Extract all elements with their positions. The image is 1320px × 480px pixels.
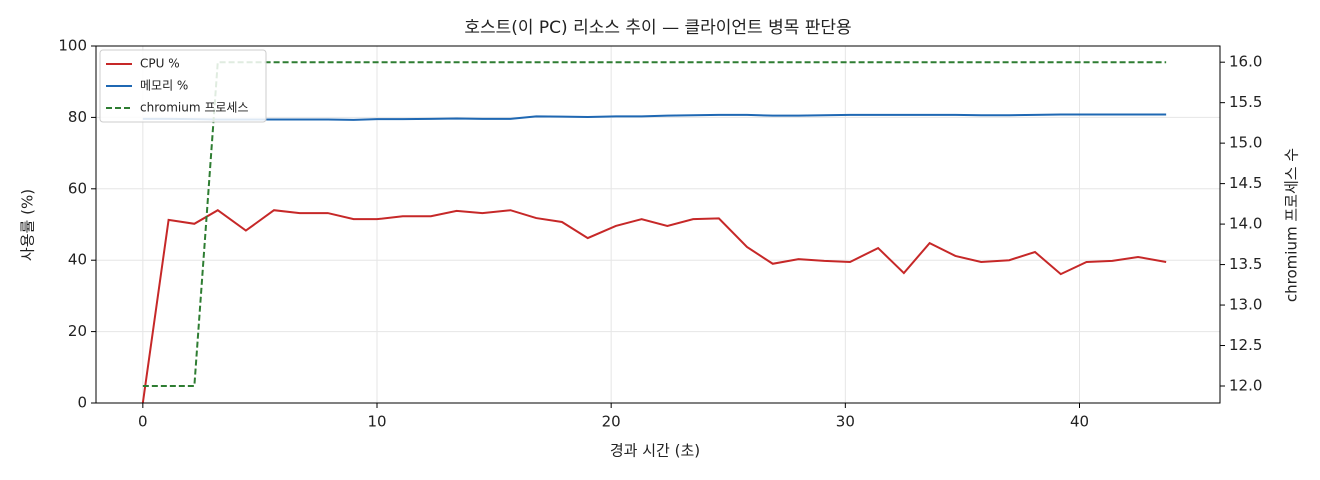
x-tick-label: 30 bbox=[836, 413, 855, 431]
legend-label: CPU % bbox=[140, 57, 180, 71]
x-axis-label: 경과 시간 (초) bbox=[610, 442, 700, 460]
plot-frame bbox=[95, 45, 1221, 404]
legend-box bbox=[99, 49, 267, 123]
y-tick-label: 20 bbox=[68, 322, 87, 340]
y2-tick-label: 15.0 bbox=[1229, 134, 1262, 152]
y-tick-label: 60 bbox=[68, 179, 87, 197]
y2-tick-label: 14.0 bbox=[1229, 215, 1262, 233]
y2-axis-label: chromium 프로세스 수 bbox=[1283, 148, 1301, 302]
y2-tick-label: 16.0 bbox=[1229, 53, 1262, 71]
series-line bbox=[142, 113, 1167, 121]
series-line bbox=[141, 209, 1167, 404]
y2-tick-label: 15.5 bbox=[1229, 93, 1262, 111]
y2-tick-label: 12.0 bbox=[1229, 377, 1262, 395]
x-tick-label: 0 bbox=[138, 413, 148, 431]
y-tick-label: 40 bbox=[68, 251, 87, 269]
legend-label: 메모리 % bbox=[140, 79, 188, 93]
y2-tick-label: 12.5 bbox=[1229, 336, 1262, 354]
x-tick-label: 10 bbox=[367, 413, 386, 431]
y-tick-label: 0 bbox=[77, 394, 87, 412]
chart-title: 호스트(이 PC) 리소스 추이 — 클라이언트 병목 판단용 bbox=[464, 18, 851, 38]
y2-tick-label: 13.0 bbox=[1229, 296, 1262, 314]
y2-tick-label: 13.5 bbox=[1229, 255, 1262, 273]
y-tick-label: 80 bbox=[68, 108, 87, 126]
y2-tick-label: 14.5 bbox=[1229, 174, 1262, 192]
legend-label: chromium 프로세스 bbox=[140, 101, 249, 115]
legend: CPU % 메모리 % chromium 프로세스 bbox=[99, 49, 267, 123]
x-tick-label: 20 bbox=[602, 413, 621, 431]
y-tick-label: 100 bbox=[58, 37, 87, 55]
y-axis-label: 사용률 (%) bbox=[19, 189, 37, 261]
x-tick-label: 40 bbox=[1070, 413, 1089, 431]
series-line bbox=[142, 61, 1167, 387]
